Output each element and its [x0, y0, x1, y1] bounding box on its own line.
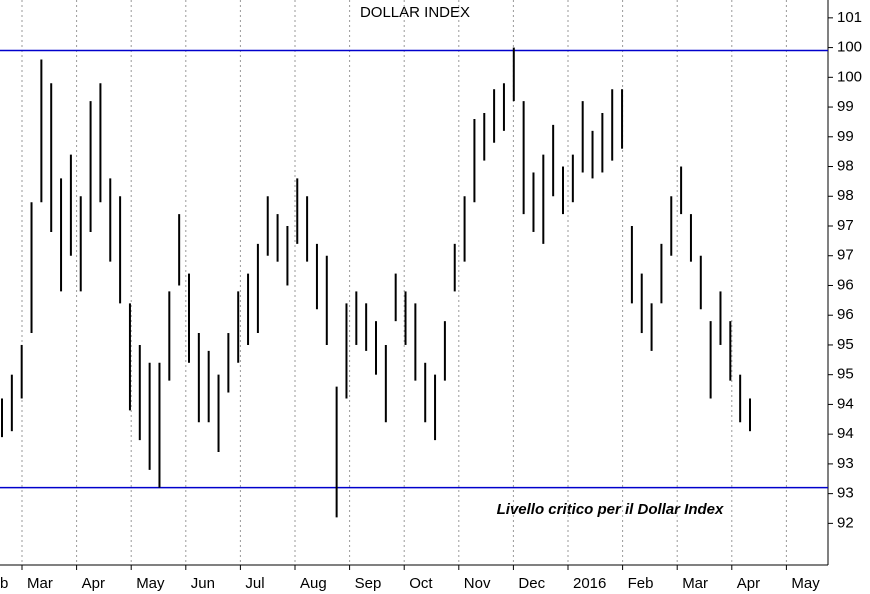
- y-tick-label: 98: [837, 157, 854, 174]
- y-tick-label: 99: [837, 98, 854, 115]
- y-tick-label: 96: [837, 306, 854, 323]
- y-tick-label: 95: [837, 366, 854, 383]
- x-tick-label: Feb: [628, 575, 654, 592]
- y-tick-label: 94: [837, 425, 854, 442]
- x-tick-label: May: [136, 575, 165, 592]
- x-tick-label: Jul: [245, 575, 264, 592]
- y-tick-label: 101: [837, 9, 862, 26]
- x-tick-label: Sep: [355, 575, 382, 592]
- y-tick-label: 95: [837, 336, 854, 353]
- x-tick-label: Apr: [82, 575, 105, 592]
- y-tick-label: 98: [837, 187, 854, 204]
- x-tick-label: Apr: [737, 575, 760, 592]
- x-tick-label: Jun: [191, 575, 215, 592]
- x-tick-label: Mar: [27, 575, 53, 592]
- y-tick-label: 100: [837, 39, 862, 56]
- y-tick-label: 94: [837, 395, 854, 412]
- y-tick-label: 93: [837, 485, 854, 502]
- y-tick-label: 100: [837, 68, 862, 85]
- x-tick-label: Aug: [300, 575, 327, 592]
- y-tick-label: 96: [837, 276, 854, 293]
- x-tick-label: Oct: [409, 575, 433, 592]
- annotation: Livello critico per il Dollar Index: [497, 501, 724, 518]
- y-tick-label: 93: [837, 455, 854, 472]
- y-tick-label: 97: [837, 247, 854, 264]
- y-tick-label: 99: [837, 128, 854, 145]
- chart-title: DOLLAR INDEX: [360, 4, 470, 21]
- x-tick-label: Dec: [518, 575, 545, 592]
- x-tick-label: Nov: [464, 575, 491, 592]
- x-tick-label: 2016: [573, 575, 606, 592]
- x-tick-label: May: [791, 575, 820, 592]
- x-tick-label: Mar: [682, 575, 708, 592]
- x-tick-label: b: [0, 575, 8, 592]
- y-tick-label: 97: [837, 217, 854, 234]
- y-tick-label: 92: [837, 514, 854, 531]
